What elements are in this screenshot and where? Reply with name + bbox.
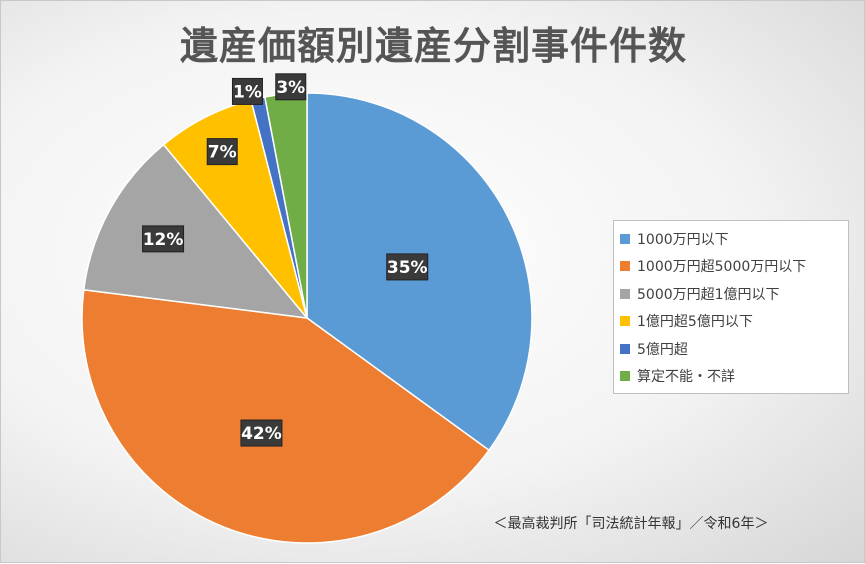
- legend-label: 5億円超: [637, 341, 688, 358]
- legend-item: 5000万円超1億円以下: [620, 280, 848, 308]
- data-label-box: [386, 253, 429, 281]
- legend-swatch: [620, 288, 630, 299]
- data-label: 12%: [142, 225, 185, 253]
- data-label-text: 3%: [276, 78, 305, 98]
- legend-swatch: [620, 316, 630, 327]
- legend-label: 1000万円超5000万円以下: [637, 259, 807, 276]
- data-label-text: 12%: [143, 230, 184, 250]
- data-label-text: 1%: [233, 82, 262, 102]
- legend-item: 算定不能・不詳: [620, 363, 848, 391]
- legend-label: 1000万円以下: [637, 231, 729, 248]
- data-label: 1%: [231, 77, 263, 105]
- data-label-text: 42%: [241, 424, 282, 444]
- data-label-box: [240, 419, 283, 447]
- legend-item: 5億円超: [620, 335, 848, 363]
- legend-swatch: [620, 371, 630, 382]
- legend: 1000万円以下 1000万円超5000万円以下 5000万円超1億円以下 1億…: [613, 220, 849, 394]
- legend-label: 1億円超5億円以下: [637, 314, 753, 331]
- legend-item: 1000万円超5000万円以下: [620, 253, 848, 281]
- pie-slice: [82, 143, 309, 319]
- data-label-box: [231, 77, 263, 105]
- legend-label: 5000万円超1億円以下: [637, 286, 780, 303]
- data-label-box: [142, 225, 185, 253]
- data-label: 7%: [206, 138, 238, 166]
- legend-item: 1000万円以下: [620, 225, 848, 253]
- data-label: 42%: [240, 419, 283, 447]
- data-label-box: [275, 73, 307, 101]
- chart-title: 遺産価額別遺産分割事件件数: [179, 24, 687, 68]
- data-label-text: 7%: [208, 143, 237, 163]
- data-label-box: [206, 138, 238, 166]
- legend-swatch: [620, 343, 630, 354]
- legend-swatch: [620, 233, 630, 244]
- data-label: 35%: [386, 253, 429, 281]
- data-label-text: 35%: [387, 258, 428, 278]
- source-note: ＜最高裁判所「司法統計年報」／令和6年＞: [493, 516, 769, 532]
- data-label: 3%: [275, 73, 307, 101]
- pie-slice: [81, 288, 491, 544]
- legend-swatch: [620, 261, 630, 272]
- legend-label: 算定不能・不詳: [637, 369, 735, 386]
- legend-item: 1億円超5億円以下: [620, 308, 848, 336]
